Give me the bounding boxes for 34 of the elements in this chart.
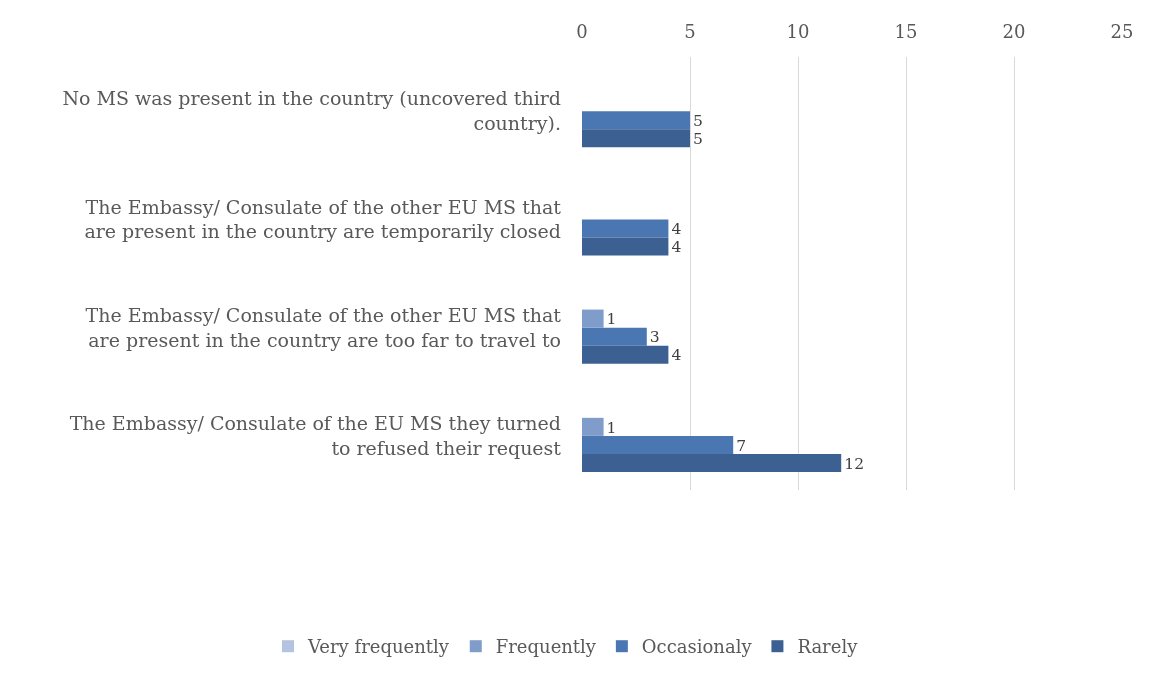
data-label: 1 [606,310,617,329]
legend-label: Occasionaly [641,636,753,658]
bar [582,453,842,472]
bar [582,129,690,148]
bar [582,309,604,328]
bar [582,219,669,238]
y-tick-label: No MS was present in the country (uncovered third country). [62,87,561,135]
data-label: 7 [736,436,747,455]
legend-label: Very frequently [307,636,450,658]
data-label: 1 [606,418,617,437]
y-tick-label: The Embassy/ Consulate of the EU MS they turned to refused their request [69,412,562,459]
x-tick-label: 20 [1002,21,1026,43]
x-tick-label: 10 [786,21,810,43]
bar [582,417,604,436]
legend-label: Frequently [495,636,597,658]
data-label: 3 [649,328,660,347]
data-label: 4 [671,346,682,365]
x-tick-label: 0 [576,21,588,43]
y-tick-label: The Embassy/ Consulate of the other EU MS that are present in the country are temporarily closed [84,195,562,243]
legend-label: Rarely [797,636,859,658]
x-tick-label: 25 [1110,21,1134,43]
bar [582,435,734,454]
bar [582,111,690,130]
x-tick-label: 5 [684,21,696,43]
bar [582,327,647,346]
x-tick-label: 15 [894,21,918,43]
data-label: 5 [693,111,703,130]
bar [582,345,669,364]
bar [582,237,669,256]
data-label: 12 [844,454,865,473]
data-label: 4 [671,220,682,239]
data-label: 5 [693,129,703,148]
data-label: 4 [671,238,682,257]
y-tick-label: The Embassy/ Consulate of the other EU MS that are present in the country are too far to travel to [85,303,562,351]
